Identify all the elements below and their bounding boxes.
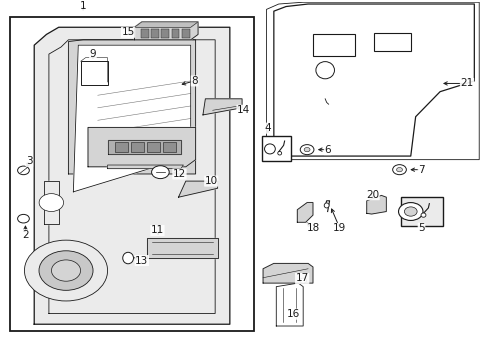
Text: 9: 9: [89, 49, 96, 59]
Text: 14: 14: [236, 105, 250, 115]
Polygon shape: [107, 165, 183, 168]
Text: 10: 10: [204, 176, 217, 186]
Text: 20: 20: [366, 190, 378, 200]
Circle shape: [24, 240, 107, 301]
Text: 19: 19: [332, 223, 346, 233]
Polygon shape: [134, 22, 198, 27]
Bar: [261, 136, 290, 161]
Text: 13: 13: [135, 256, 148, 266]
Text: 17: 17: [295, 274, 308, 283]
Bar: [171, 30, 179, 38]
Text: 2: 2: [22, 230, 29, 240]
Text: 5: 5: [417, 223, 424, 233]
Text: 8: 8: [191, 76, 198, 86]
Polygon shape: [178, 181, 217, 197]
Polygon shape: [107, 140, 181, 154]
Polygon shape: [263, 264, 312, 283]
Ellipse shape: [324, 203, 328, 208]
Ellipse shape: [277, 152, 281, 155]
Circle shape: [39, 194, 63, 212]
Circle shape: [299, 278, 306, 283]
Ellipse shape: [420, 213, 425, 217]
Polygon shape: [273, 4, 473, 156]
Circle shape: [18, 215, 29, 223]
Polygon shape: [276, 283, 303, 326]
Bar: [141, 30, 148, 38]
Ellipse shape: [315, 62, 334, 79]
Bar: [151, 30, 159, 38]
Polygon shape: [44, 181, 59, 224]
Text: 4: 4: [264, 123, 271, 133]
Bar: [312, 35, 354, 56]
Polygon shape: [203, 99, 242, 115]
Bar: [10, 17, 254, 331]
Polygon shape: [68, 40, 195, 174]
Bar: [163, 143, 176, 153]
Text: 18: 18: [305, 223, 319, 233]
Bar: [115, 143, 127, 153]
Text: 16: 16: [286, 309, 300, 319]
Polygon shape: [34, 27, 229, 324]
Circle shape: [39, 251, 93, 290]
Circle shape: [151, 166, 169, 179]
Polygon shape: [266, 2, 478, 159]
Text: 12: 12: [172, 169, 186, 179]
Text: 15: 15: [121, 27, 135, 37]
Bar: [373, 33, 410, 50]
Bar: [400, 197, 442, 226]
Circle shape: [300, 145, 313, 155]
Circle shape: [396, 167, 402, 172]
Polygon shape: [366, 195, 386, 214]
Circle shape: [398, 203, 422, 220]
Bar: [131, 143, 143, 153]
Text: 3: 3: [26, 157, 33, 166]
Text: 21: 21: [459, 78, 473, 89]
Ellipse shape: [122, 252, 133, 264]
Bar: [147, 143, 160, 153]
Bar: [182, 30, 189, 38]
Text: 1: 1: [80, 1, 86, 11]
Polygon shape: [134, 22, 198, 40]
Polygon shape: [88, 127, 195, 167]
Polygon shape: [297, 203, 312, 222]
Circle shape: [304, 148, 309, 152]
Text: 7: 7: [417, 165, 424, 175]
Bar: [161, 30, 169, 38]
Polygon shape: [146, 238, 217, 258]
Text: 11: 11: [150, 225, 164, 235]
Circle shape: [392, 165, 406, 175]
Ellipse shape: [264, 144, 275, 154]
Polygon shape: [73, 45, 190, 192]
Text: 6: 6: [324, 145, 330, 155]
Circle shape: [404, 207, 416, 216]
Circle shape: [51, 260, 81, 281]
Bar: [81, 61, 107, 85]
Circle shape: [18, 166, 29, 175]
